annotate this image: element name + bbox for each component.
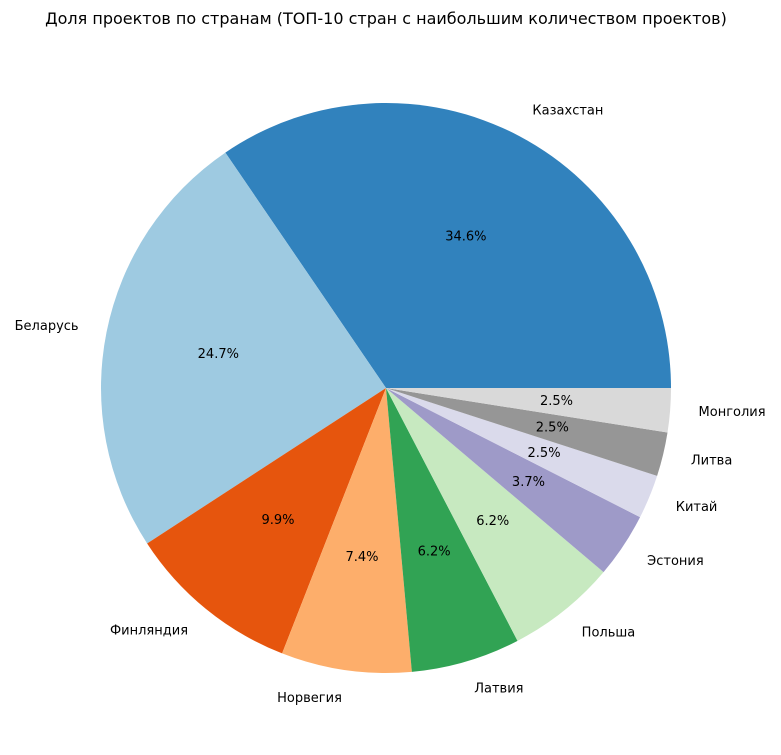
slice-percent-7: 2.5%	[528, 446, 561, 461]
pie-slice-3	[282, 388, 412, 673]
pie-slice-4	[386, 388, 518, 672]
slice-label-3: Норвегия	[277, 691, 342, 706]
pie-slice-2	[147, 388, 386, 654]
pie-slices	[100, 102, 671, 673]
slice-label-4: Латвия	[474, 681, 523, 696]
slice-percent-2: 9.9%	[261, 513, 294, 528]
slice-label-5: Польша	[582, 625, 636, 640]
pie-slice-7	[386, 388, 658, 518]
slice-percent-9: 2.5%	[540, 394, 573, 409]
slice-label-8: Литва	[691, 454, 732, 469]
chart-title: Доля проектов по странам (ТОП-10 стран с…	[45, 9, 727, 28]
slice-percent-0: 34.6%	[445, 229, 486, 244]
slice-label-9: Монголия	[699, 405, 766, 420]
pie-slice-5	[386, 388, 604, 641]
pie-slice-1	[100, 152, 386, 544]
slice-label-6: Эстония	[647, 554, 704, 569]
pie-slice-8	[386, 388, 668, 476]
pie-slice-6	[386, 388, 641, 573]
slice-percent-5: 6.2%	[476, 514, 509, 529]
slice-label-1: Беларусь	[15, 319, 79, 334]
slice-label-7: Китай	[676, 500, 718, 515]
slice-label-2: Финляндия	[110, 624, 188, 639]
slice-label-0: Казахстан	[532, 103, 603, 118]
slice-percent-3: 7.4%	[345, 550, 378, 565]
slice-percent-1: 24.7%	[198, 347, 239, 362]
pie-slice-9	[386, 388, 671, 433]
pie-labels: Казахстан 34.6% Беларусь 24.7% Финляндия 9.9%…	[15, 103, 766, 706]
slice-percent-6: 3.7%	[512, 475, 545, 490]
pie-slice-0	[225, 102, 671, 388]
slice-percent-4: 6.2%	[418, 545, 451, 560]
slice-percent-8: 2.5%	[536, 420, 569, 435]
